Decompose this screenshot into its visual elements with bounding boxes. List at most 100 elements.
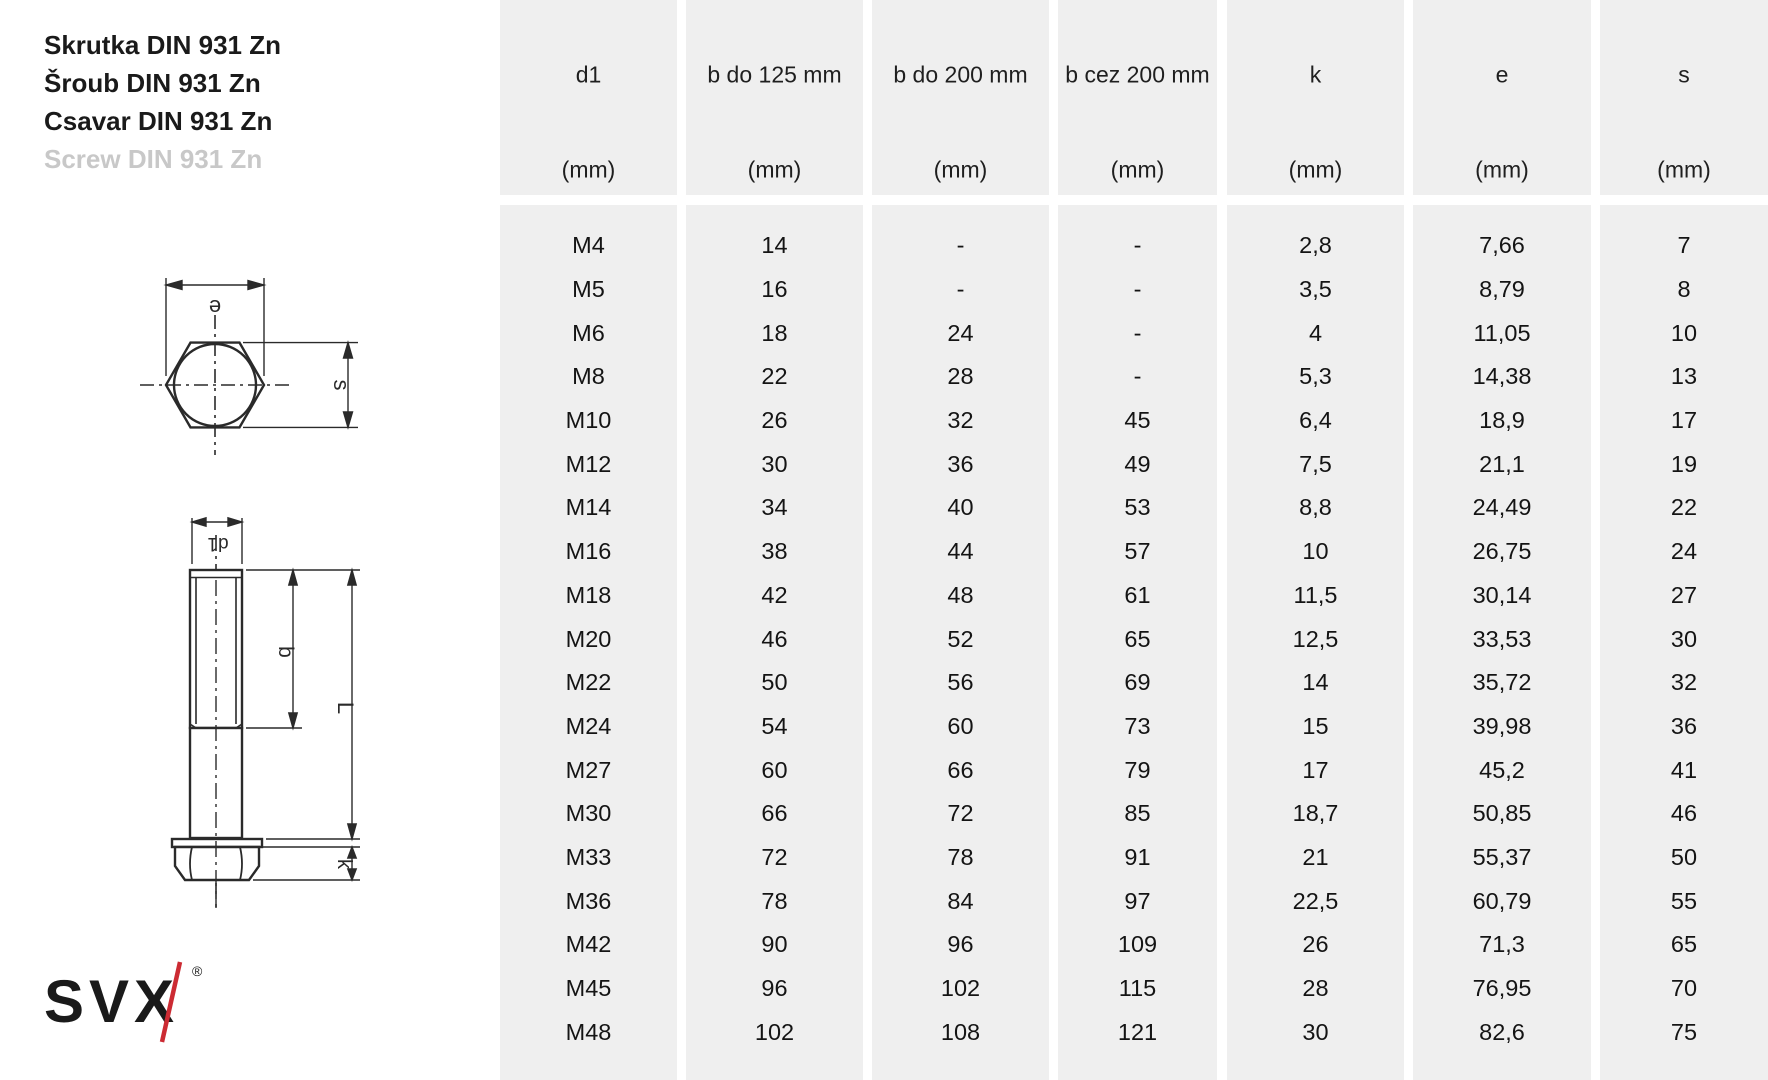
- value-cell: 7: [1677, 232, 1691, 259]
- table-column-2: b do 125 mm (mm) 14 16 18 22 26 30 34 38 42 46 50 54 6…: [686, 0, 863, 1080]
- dim-label-k: k: [333, 859, 355, 870]
- size-cell: M30: [565, 800, 612, 827]
- value-cell: 6,4: [1299, 407, 1332, 434]
- value-cell: 66: [947, 756, 974, 783]
- value-cell: 49: [1124, 450, 1151, 477]
- value-cell: 16: [761, 276, 788, 303]
- value-cell: 97: [1124, 887, 1151, 914]
- column-header-name: k: [1309, 61, 1322, 88]
- value-cell: 82,6: [1479, 1018, 1525, 1045]
- value-cell: 8: [1677, 276, 1691, 303]
- value-cell: 3,5: [1299, 276, 1332, 303]
- value-cell: 56: [947, 669, 974, 696]
- value-cell: 60: [947, 712, 974, 739]
- value-cell: 28: [947, 363, 974, 390]
- value-cell: 42: [761, 581, 788, 608]
- column-header: b cez 200 mm (mm): [1058, 0, 1217, 195]
- value-cell: 18,7: [1292, 800, 1339, 827]
- dim-label-b: b: [274, 646, 297, 658]
- value-cell: 26: [1302, 931, 1329, 958]
- value-cell: 30: [761, 450, 788, 477]
- value-cell: 32: [1670, 669, 1698, 696]
- value-cell: 21: [1302, 843, 1329, 870]
- value-cell: -: [956, 232, 965, 259]
- size-cell: M8: [572, 363, 605, 390]
- column-body: - - 24 28 32 36 40 44 48 52 56 60 66 72 78 84 96 102 108: [872, 205, 1049, 1080]
- size-cell: M14: [565, 494, 612, 521]
- value-cell: 90: [761, 931, 788, 958]
- column-body: 2,8 3,5 4 5,3 6,4 7,5 8,8 10 11,5 12,5 14 15 17 18,7 2…: [1227, 205, 1404, 1080]
- value-cell: 45: [1124, 407, 1151, 434]
- value-cell: 109: [1117, 931, 1158, 958]
- table-column-6: e (mm) 7,66 8,79 11,05 14,38 18,9 21,1 24,49 26,7…: [1413, 0, 1591, 1080]
- column-body: M4 M5 M6 M8 M10 M12 M14 M16 M18 M20 M22 M24 M27 M30 M3…: [500, 205, 677, 1080]
- svx-logo: SVX ®: [44, 961, 203, 1043]
- value-cell: 35,72: [1472, 669, 1532, 696]
- value-cell: 60,79: [1472, 887, 1532, 914]
- value-cell: 22: [1670, 494, 1698, 521]
- value-cell: 46: [1670, 800, 1698, 827]
- size-cell: M22: [565, 669, 612, 696]
- column-header: b do 125 mm (mm): [686, 0, 863, 195]
- value-cell: 24: [947, 319, 974, 346]
- svx-logo-slash: [159, 961, 183, 1043]
- value-cell: 11,5: [1293, 581, 1338, 608]
- value-cell: 55,37: [1472, 843, 1532, 870]
- value-cell: 11,05: [1473, 319, 1531, 346]
- dim-label-d1: d1: [207, 533, 228, 554]
- value-cell: 21,1: [1479, 450, 1525, 477]
- size-cell: M4: [572, 232, 605, 259]
- dim-label-L: L: [333, 702, 358, 714]
- svx-logo-text: SVX: [44, 968, 179, 1035]
- value-cell: 5,3: [1299, 363, 1332, 390]
- size-cell: M36: [565, 887, 612, 914]
- value-cell: 78: [947, 843, 974, 870]
- size-cell: M18: [565, 581, 612, 608]
- value-cell: -: [956, 276, 965, 303]
- value-cell: 19: [1670, 450, 1698, 477]
- value-cell: 36: [947, 450, 974, 477]
- column-header-unit: (mm): [1288, 156, 1343, 183]
- value-cell: 52: [947, 625, 974, 652]
- column-header-unit: (mm): [1657, 156, 1711, 183]
- value-cell: 30,14: [1472, 581, 1532, 608]
- size-cell: M6: [572, 319, 605, 346]
- value-cell: 73: [1124, 712, 1151, 739]
- bolt-side-view-drawing: d1 b L k: [170, 516, 360, 908]
- column-body: 7,66 8,79 11,05 14,38 18,9 21,1 24,49 26,75 30,1…: [1413, 205, 1591, 1080]
- value-cell: 41: [1670, 756, 1698, 783]
- value-cell: 65: [1124, 625, 1151, 652]
- table-column-5: k (mm) 2,8 3,5 4 5,3 6,4 7,5 8,8 10 11,5 12,5 14 15 17…: [1227, 0, 1404, 1080]
- value-cell: 26: [761, 407, 788, 434]
- value-cell: 57: [1124, 538, 1151, 565]
- column-header: d1 (mm): [500, 0, 677, 195]
- value-cell: 18,9: [1479, 407, 1525, 434]
- value-cell: -: [1133, 232, 1142, 259]
- value-cell: 39,98: [1472, 712, 1532, 739]
- value-cell: 48: [947, 581, 974, 608]
- value-cell: 33,53: [1472, 625, 1532, 652]
- value-cell: 72: [761, 843, 788, 870]
- size-cell: M10: [565, 407, 612, 434]
- value-cell: 4: [1308, 319, 1323, 346]
- size-cell: M5: [572, 276, 605, 303]
- value-cell: 70: [1670, 975, 1698, 1002]
- title-en: Screw DIN 931 Zn: [44, 144, 263, 174]
- column-header: e (mm): [1413, 0, 1591, 195]
- value-cell: 96: [761, 975, 788, 1002]
- value-cell: 50,85: [1472, 800, 1532, 827]
- value-cell: 15: [1302, 712, 1329, 739]
- value-cell: 17: [1302, 756, 1329, 783]
- value-cell: 10: [1302, 538, 1329, 565]
- size-cell: M16: [565, 538, 612, 565]
- column-header-name: d1: [575, 61, 602, 88]
- value-cell: 8,79: [1479, 276, 1525, 303]
- value-cell: -: [1133, 363, 1142, 390]
- column-header-name: e: [1495, 61, 1509, 88]
- value-cell: 121: [1117, 1018, 1158, 1045]
- value-cell: 8,8: [1299, 494, 1332, 521]
- value-cell: 40: [947, 494, 974, 521]
- value-cell: 26,75: [1472, 538, 1532, 565]
- value-cell: 102: [754, 1018, 795, 1045]
